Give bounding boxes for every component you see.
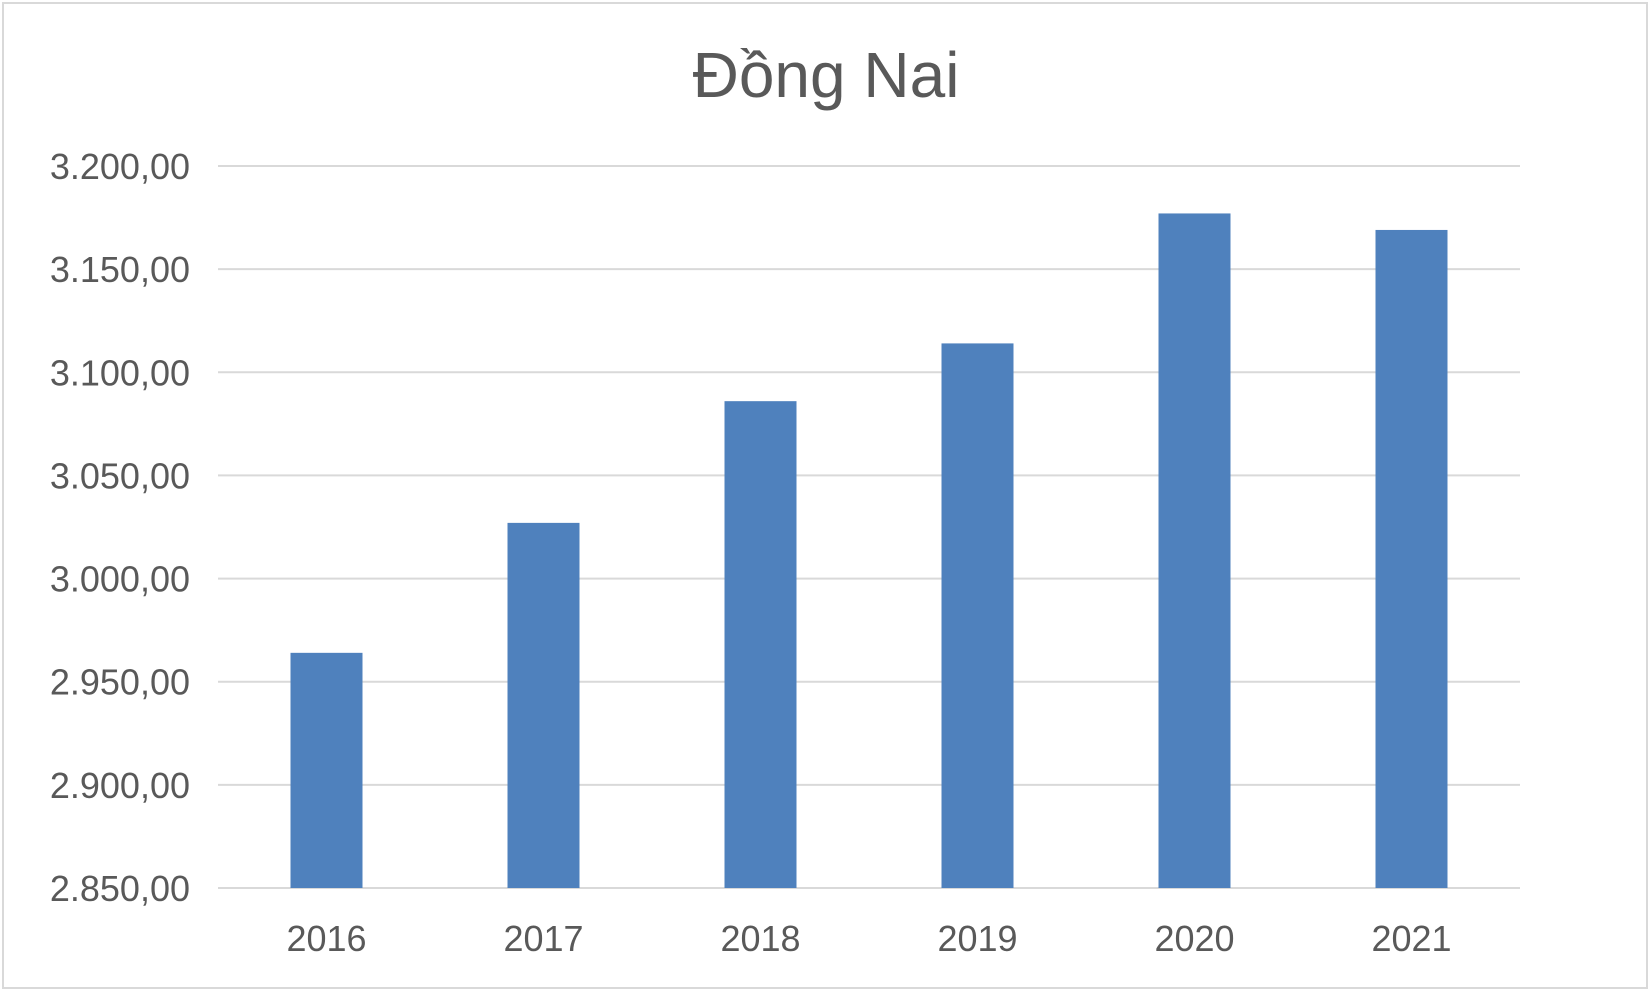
y-tick-label: 2.900,00 [50, 765, 190, 806]
y-tick-label: 3.200,00 [50, 146, 190, 187]
y-tick-label: 3.000,00 [50, 559, 190, 600]
bar [507, 522, 580, 888]
x-axis-tick-labels: 2016 2017 2018 2019 2020 2021 [286, 918, 1451, 959]
chart-title: Đồng Nai [692, 39, 960, 111]
x-tick-label: 2021 [1371, 918, 1451, 959]
y-axis-tick-labels: 2.850,00 2.900,00 2.950,00 3.000,00 3.050,00… [50, 146, 190, 909]
x-tick-label: 2020 [1154, 918, 1234, 959]
y-tick-label: 3.150,00 [50, 249, 190, 290]
y-tick-label: 3.050,00 [50, 455, 190, 496]
y-tick-label: 2.850,00 [50, 868, 190, 909]
x-tick-label: 2016 [286, 918, 366, 959]
y-tick-label: 2.950,00 [50, 662, 190, 703]
x-tick-label: 2019 [937, 918, 1017, 959]
bars [290, 213, 1448, 889]
bar [941, 343, 1014, 888]
x-tick-label: 2018 [720, 918, 800, 959]
bar [290, 652, 363, 888]
bar [1375, 229, 1448, 888]
bar [724, 401, 797, 888]
bar [1158, 213, 1231, 889]
y-tick-label: 3.100,00 [50, 352, 190, 393]
x-tick-label: 2017 [503, 918, 583, 959]
gridlines [218, 165, 1520, 889]
